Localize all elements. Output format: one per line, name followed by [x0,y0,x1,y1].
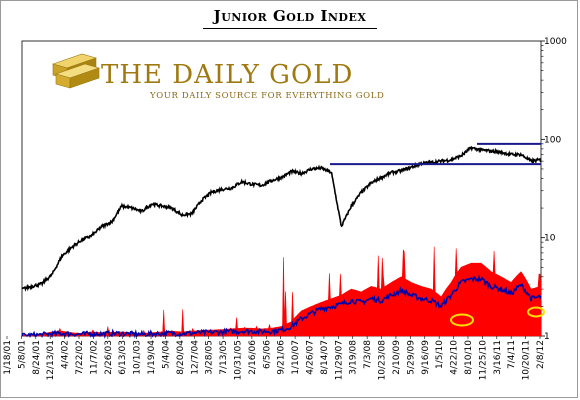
y-tick-label: 1 [544,332,550,342]
series-layer [21,145,542,340]
x-tick-label: 1/10/07 [291,340,301,375]
x-tick-label: 7/13/05 [219,340,229,375]
index-price-line [21,145,542,292]
x-tick-label: 2/10/09 [392,340,402,375]
x-tick-label: 8/14/07 [320,340,330,375]
x-tick-label: 9/21/06 [277,340,287,375]
x-tick-label: 7/3/08 [363,340,373,369]
x-tick-label: 4/22/10 [450,340,460,375]
x-tick-label: 11/25/10 [478,340,488,381]
x-tick-label: 1/5/10 [435,340,445,369]
gold-bars-icon [52,53,100,89]
x-tick-label: 10/1/03 [133,340,143,375]
x-tick-label: 11/29/07 [334,340,344,380]
highlight-marker [450,313,474,327]
x-tick-label: 8/10/10 [464,340,474,375]
x-tick-label: 2/26/03 [104,340,114,375]
x-tick-label: 6/5/06 [262,340,272,369]
x-tick-label: 8/24/01 [32,340,42,375]
x-tick-label: 2/8/12 [536,340,546,369]
x-tick-label: 6/13/03 [118,340,128,375]
brand-tagline: YOUR DAILY SOURCE FOR EVERYTHING GOLD [149,91,384,101]
x-tick-label: 3/28/05 [205,340,215,375]
x-tick-label: 10/20/11 [522,340,532,380]
x-tick-label: 1/18/01 [3,340,13,375]
highlight-marker [527,306,545,318]
x-tick-label: 3/16/11 [493,340,503,375]
y-tick-label: 100 [544,135,561,145]
x-tick-label: 5/29/09 [406,340,416,375]
x-tick-label: 10/31/05 [233,340,243,380]
axes: 1 10 100 1000 1/18/01 5/8/01 8/24/01 12/13/01 4/… [3,37,567,380]
x-tick-label: 5/8/01 [17,340,27,369]
x-tick-label: 7/4/11 [507,340,517,369]
x-tick-label: 4/26/07 [306,340,316,375]
x-tick-label: 11/7/02 [89,340,99,375]
x-tick-label: 2/16/06 [248,340,258,375]
x-tick-label: 5/4/04 [161,340,171,369]
x-tick-label: 10/23/08 [378,340,388,381]
average-line [21,274,542,340]
x-tick-label: 9/16/09 [421,340,431,375]
x-tick-label: 8/20/04 [176,340,186,375]
x-tick-label: 7/22/02 [75,340,85,375]
x-tick-label: 4/4/02 [61,340,71,369]
brand-name: THE DAILY GOLD [101,60,353,90]
annotation-layer [330,142,545,327]
y-tick-label: 1000 [544,37,567,47]
title-underline [203,28,377,29]
volatility-area [21,246,542,337]
x-tick-label: 12/13/01 [46,340,56,380]
y-tick-label: 10 [544,234,556,244]
x-tick-label: 12/7/04 [190,340,200,375]
x-tick-label: 3/19/08 [349,340,359,375]
brand-logo: THE DAILY GOLD YOUR DAILY SOURCE FOR EVE… [52,53,384,101]
x-tick-label: 1/19/04 [147,340,157,375]
chart-title: Junior Gold Index [213,7,367,25]
